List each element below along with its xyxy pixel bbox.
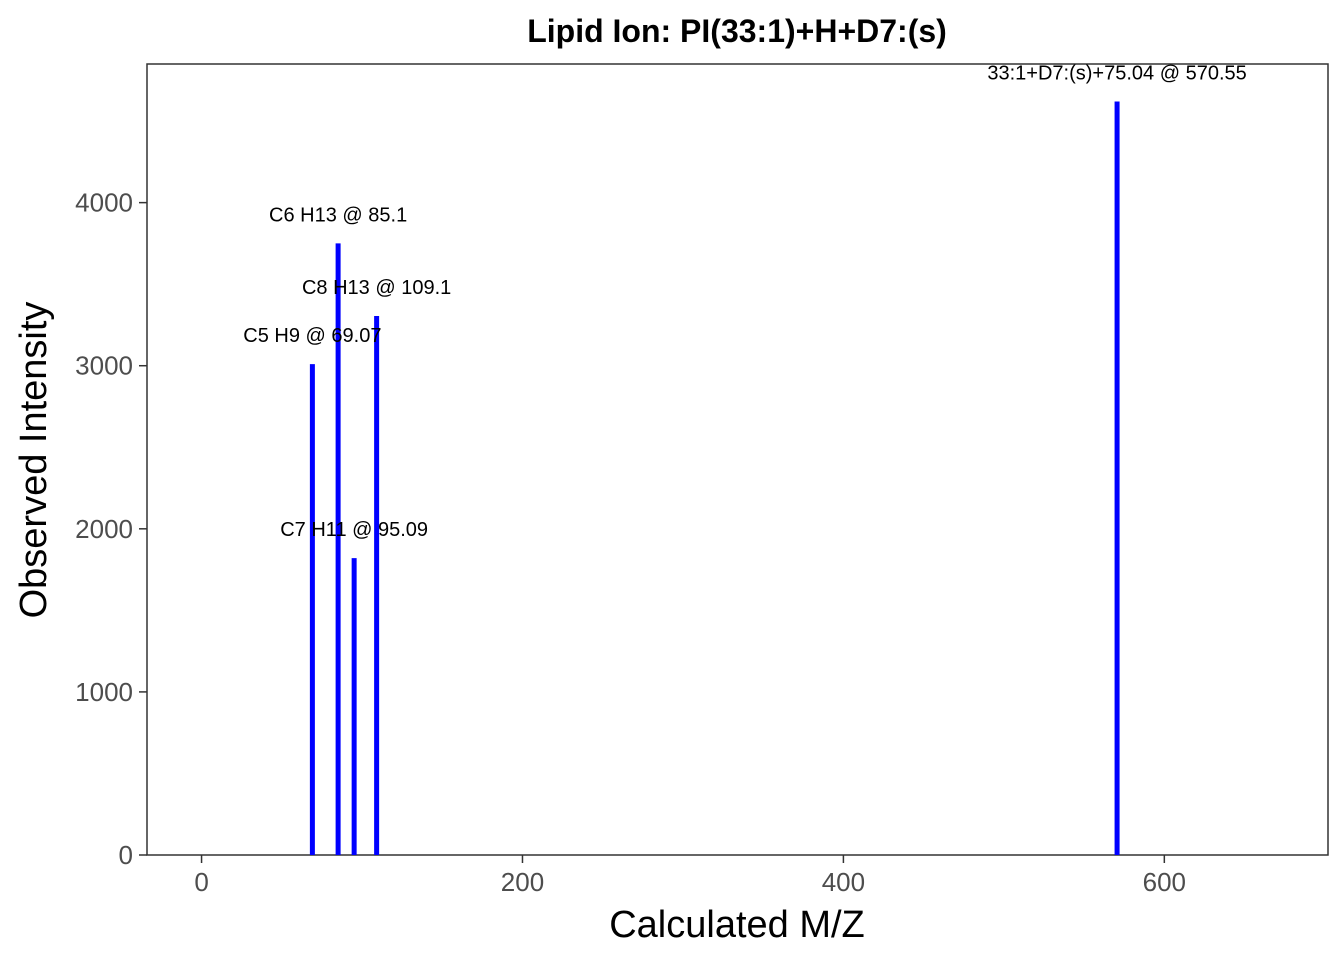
y-tick-label: 2000: [75, 514, 133, 544]
peak-label: C7 H11 @ 95.09: [280, 519, 428, 541]
y-tick-label: 3000: [75, 351, 133, 381]
y-axis-title: Observed Intensity: [13, 302, 55, 619]
peak-label: 33:1+D7:(s)+75.04 @ 570.55: [987, 63, 1246, 85]
x-tick-label: 400: [822, 867, 865, 897]
peak-label: C6 H13 @ 85.1: [269, 204, 407, 226]
y-tick-label: 4000: [75, 188, 133, 218]
x-axis-title: Calculated M/Z: [609, 904, 865, 946]
x-tick-label: 0: [194, 867, 208, 897]
x-tick-label: 600: [1143, 867, 1186, 897]
chart-title: Lipid Ion: PI(33:1)+H+D7:(s): [527, 13, 947, 49]
plot-panel: [146, 63, 1329, 856]
bars-layer: [309, 101, 1120, 855]
peak-label: C8 H13 @ 109.1: [302, 277, 451, 299]
y-tick-label: 1000: [75, 677, 133, 707]
y-tick-label: 0: [119, 840, 133, 870]
y-axis: 0 1000 2000 3000 4000: [75, 188, 147, 870]
peak-label: C5 H9 @ 69.07: [243, 325, 381, 347]
peak-labels-layer: C5 H9 @ 69.07 C6 H13 @ 85.1 C7 H11 @ 95.09…: [243, 63, 1246, 542]
x-axis: 0 200 400 600: [194, 855, 1186, 897]
x-tick-label: 200: [501, 867, 544, 897]
